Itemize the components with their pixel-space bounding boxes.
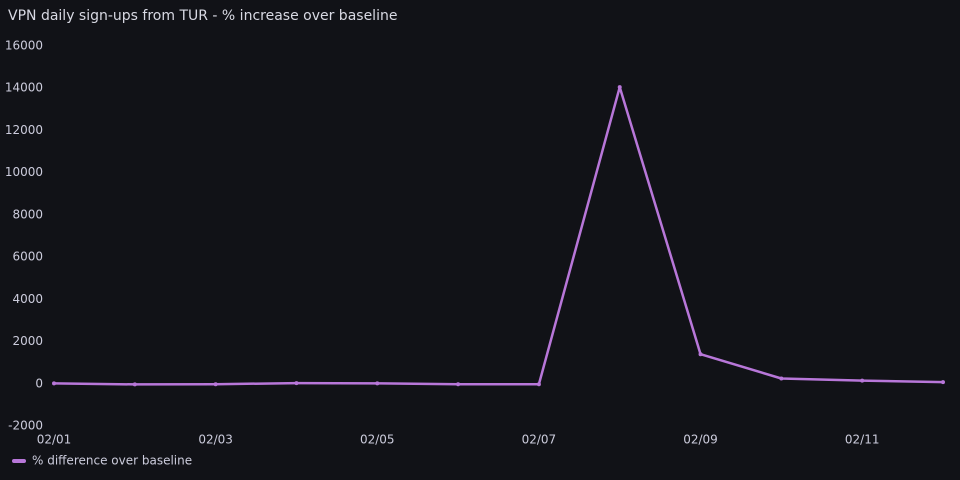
x-tick-label: 02/07 [522, 433, 557, 447]
data-point [536, 382, 541, 387]
x-tick-label: 02/01 [37, 433, 72, 447]
x-tick-label: 02/03 [198, 433, 233, 447]
legend-swatch [12, 459, 26, 463]
data-point [860, 378, 865, 383]
y-tick-label: 8000 [12, 207, 43, 221]
data-point [294, 381, 299, 386]
y-tick-label: 0 [35, 376, 43, 390]
y-tick-label: 16000 [5, 39, 43, 53]
chart-title: VPN daily sign-ups from TUR - % increase… [8, 8, 397, 24]
data-point [698, 352, 703, 357]
data-point [779, 376, 784, 381]
legend-label: % difference over baseline [32, 454, 192, 468]
data-point [941, 380, 945, 385]
data-point [375, 381, 380, 386]
data-point [617, 85, 622, 90]
x-tick-label: 02/09 [683, 433, 718, 447]
y-tick-label: 2000 [12, 334, 43, 348]
y-tick-label: 6000 [12, 250, 43, 264]
y-tick-label: 14000 [5, 81, 43, 95]
x-tick-label: 02/05 [360, 433, 395, 447]
y-tick-label: 12000 [5, 123, 43, 137]
data-point [213, 382, 218, 387]
data-point [52, 381, 56, 386]
data-point [132, 382, 137, 387]
y-tick-label: -2000 [8, 419, 43, 433]
y-tick-label: 10000 [5, 165, 43, 179]
data-point [456, 382, 461, 387]
series-line [53, 85, 944, 386]
x-tick-label: 02/11 [845, 433, 880, 447]
y-tick-label: 4000 [12, 292, 43, 306]
